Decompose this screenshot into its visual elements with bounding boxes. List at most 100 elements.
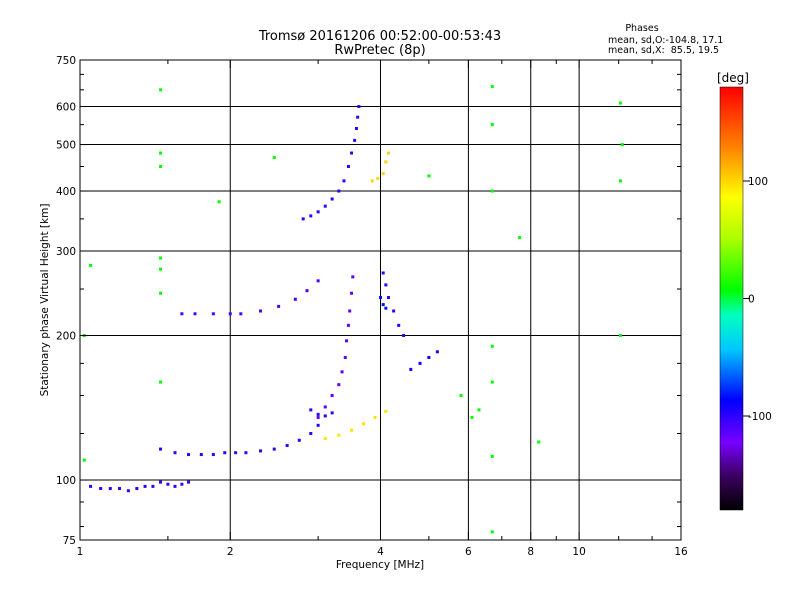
- data-point: [373, 415, 377, 419]
- data-point: [490, 530, 494, 534]
- data-point: [348, 309, 352, 313]
- data-point: [418, 361, 422, 365]
- data-point: [402, 334, 406, 338]
- data-point: [353, 138, 357, 142]
- data-point: [126, 489, 130, 493]
- colorbar: [719, 86, 744, 511]
- chart-title: Tromsø 20161206 00:52:00-00:53:43: [258, 29, 501, 44]
- data-point: [272, 447, 276, 451]
- data-point: [537, 440, 541, 444]
- data-point: [223, 451, 227, 455]
- data-point: [362, 422, 366, 426]
- data-point: [173, 451, 177, 455]
- y-tick-label: 400: [56, 186, 76, 198]
- data-points: [82, 85, 624, 534]
- data-point: [180, 312, 184, 316]
- data-point: [470, 415, 474, 419]
- chart-subtitle: RwPretec (8p): [334, 43, 425, 58]
- data-point: [490, 123, 494, 127]
- y-tick-label: 75: [63, 535, 76, 547]
- data-point: [330, 411, 334, 415]
- data-point: [427, 174, 431, 178]
- data-point: [340, 370, 344, 374]
- data-point: [316, 415, 320, 419]
- data-point: [384, 160, 388, 164]
- data-point: [357, 105, 361, 109]
- data-point: [346, 323, 350, 327]
- data-point: [316, 210, 320, 214]
- data-point: [337, 189, 341, 193]
- data-point: [89, 263, 93, 267]
- data-point: [159, 380, 163, 384]
- data-point: [323, 414, 327, 418]
- data-point: [337, 383, 341, 387]
- data-point: [330, 197, 334, 201]
- data-point: [384, 306, 388, 310]
- data-point: [350, 291, 354, 295]
- data-point: [376, 176, 380, 180]
- data-point: [259, 449, 263, 453]
- data-point: [337, 433, 341, 437]
- data-point: [356, 115, 360, 119]
- x-tick-label: 16: [674, 546, 688, 558]
- data-point: [180, 482, 184, 486]
- data-point: [159, 480, 163, 484]
- grid-lines: [80, 60, 681, 540]
- data-point: [618, 179, 622, 183]
- x-tick-label: 6: [465, 546, 472, 558]
- stats-x-mode: mean, sd,X: 85.5, 19.5: [608, 45, 719, 56]
- data-point: [108, 487, 112, 491]
- axes: 1 2 4 6 8 10 16 75 100 200 300 400 500 600 750: [56, 55, 688, 558]
- colorbar-ticks: 100 0 -100: [743, 176, 772, 423]
- y-axis-label: Stationary phase Virtual Height [km]: [39, 204, 51, 397]
- y-tick-label: 200: [56, 331, 76, 343]
- data-point: [518, 236, 522, 240]
- colorbar-unit: [deg]: [717, 71, 749, 85]
- stats-heading: Phases: [625, 23, 658, 34]
- data-point: [323, 204, 327, 208]
- data-point: [350, 151, 354, 155]
- data-point: [259, 309, 263, 313]
- x-tick-label: 1: [77, 546, 84, 558]
- data-point: [346, 164, 350, 168]
- data-point: [159, 88, 163, 92]
- x-tick-label: 2: [227, 546, 234, 558]
- data-point: [166, 482, 170, 486]
- data-point: [409, 367, 413, 371]
- data-point: [89, 484, 93, 488]
- y-tick-label: 300: [56, 246, 76, 258]
- data-point: [381, 303, 385, 307]
- x-tick-label: 4: [377, 546, 384, 558]
- colorbar-tick-label: 100: [748, 176, 768, 188]
- y-tick-label: 600: [56, 102, 76, 114]
- data-point: [381, 172, 385, 176]
- data-point: [477, 408, 481, 412]
- data-point: [316, 279, 320, 283]
- data-point: [384, 409, 388, 413]
- x-tick-label: 10: [572, 546, 585, 558]
- data-point: [384, 283, 388, 287]
- data-point: [118, 487, 122, 491]
- data-point: [386, 151, 390, 155]
- data-point: [381, 271, 385, 275]
- data-point: [99, 487, 103, 491]
- data-point: [173, 484, 177, 488]
- data-point: [386, 296, 390, 300]
- x-tick-label: 8: [527, 546, 534, 558]
- data-point: [228, 312, 232, 316]
- data-point: [159, 164, 163, 168]
- y-tick-label: 100: [56, 475, 76, 487]
- data-point: [187, 480, 191, 484]
- data-point: [239, 312, 243, 316]
- data-point: [427, 355, 431, 359]
- data-point: [309, 214, 313, 218]
- data-point: [490, 454, 494, 458]
- data-point: [309, 408, 313, 412]
- data-point: [305, 289, 309, 293]
- y-tick-label: 500: [56, 140, 76, 152]
- data-point: [490, 380, 494, 384]
- data-point: [277, 304, 281, 308]
- data-point: [392, 309, 396, 313]
- data-point: [211, 312, 215, 316]
